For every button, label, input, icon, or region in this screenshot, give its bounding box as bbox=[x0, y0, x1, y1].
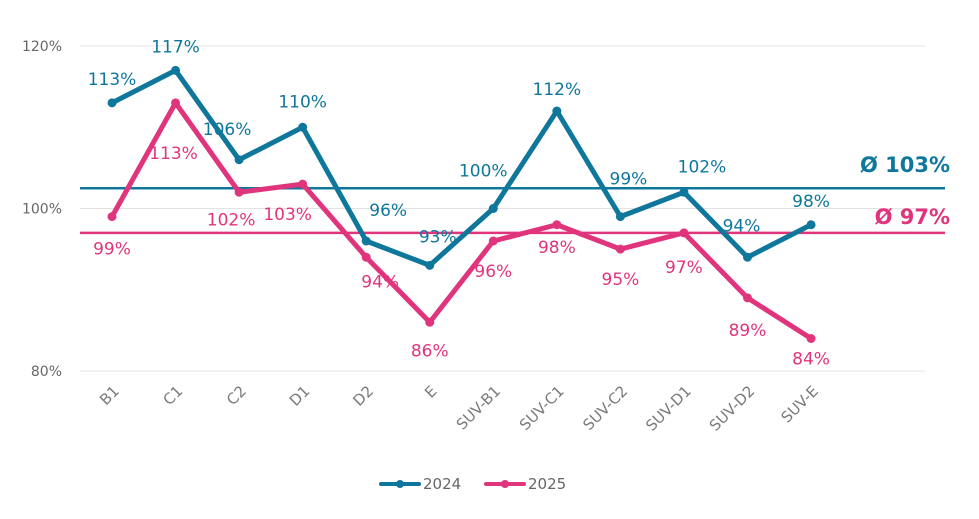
data-point bbox=[552, 106, 562, 116]
data-label: 110% bbox=[278, 92, 327, 112]
series-line bbox=[109, 100, 814, 341]
data-point bbox=[107, 212, 117, 222]
data-point bbox=[743, 252, 752, 262]
legend: 2024 2025 bbox=[379, 475, 566, 493]
x-tick-label: SUV-D1 bbox=[642, 382, 695, 435]
data-label: 84% bbox=[792, 350, 830, 370]
data-label: 98% bbox=[538, 238, 576, 258]
data-label: 94% bbox=[361, 272, 399, 292]
data-label: 96% bbox=[474, 262, 512, 282]
x-tick-label: B1 bbox=[96, 382, 123, 409]
data-point bbox=[361, 252, 371, 262]
data-point bbox=[234, 155, 244, 165]
data-point bbox=[298, 179, 308, 189]
data-point bbox=[806, 334, 816, 343]
data-label: 117% bbox=[151, 37, 200, 57]
data-label: 94% bbox=[723, 216, 761, 236]
x-tick-label: D1 bbox=[286, 382, 314, 410]
average-labels: Ø 103% Ø 97% bbox=[860, 153, 950, 229]
x-tick-label: C2 bbox=[223, 382, 250, 409]
y-tick-label: 80% bbox=[31, 364, 62, 380]
data-label: 99% bbox=[93, 240, 131, 260]
x-tick-label: SUV-B1 bbox=[453, 382, 504, 433]
data-label: 106% bbox=[203, 120, 252, 140]
data-point bbox=[425, 317, 435, 327]
data-label: 103% bbox=[263, 205, 312, 225]
data-point bbox=[488, 236, 498, 246]
data-labels: 113% 117% 106% 110% 96% 93% 100% 112% 99% 102% 94%… bbox=[88, 37, 830, 369]
data-point bbox=[679, 187, 689, 197]
data-point bbox=[679, 228, 689, 238]
data-label: 113% bbox=[88, 70, 137, 90]
x-tick-label: D2 bbox=[349, 382, 377, 410]
data-point bbox=[806, 220, 816, 230]
y-tick-label: 100% bbox=[22, 202, 62, 218]
legend-marker bbox=[501, 480, 509, 488]
data-point bbox=[171, 65, 181, 75]
y-tick-label: 120% bbox=[22, 39, 62, 55]
y-axis-ticks: 80% 100% 120% bbox=[22, 39, 62, 380]
legend-marker bbox=[396, 480, 404, 488]
data-label: 102% bbox=[678, 157, 727, 177]
data-label: 95% bbox=[602, 270, 640, 290]
data-point bbox=[425, 260, 435, 270]
data-point bbox=[234, 187, 244, 197]
data-point bbox=[615, 244, 625, 254]
data-point bbox=[615, 212, 625, 222]
data-label: 102% bbox=[207, 210, 256, 230]
average-label: Ø 103% bbox=[860, 153, 950, 177]
average-lines bbox=[80, 186, 945, 235]
data-point bbox=[743, 293, 752, 303]
data-label: 93% bbox=[419, 227, 457, 247]
data-label: 100% bbox=[459, 162, 508, 182]
data-label: 112% bbox=[533, 80, 582, 100]
x-tick-label: SUV-C2 bbox=[579, 382, 631, 434]
data-label: 97% bbox=[665, 258, 703, 278]
data-label: 96% bbox=[369, 201, 407, 221]
series-line bbox=[109, 67, 814, 268]
data-point bbox=[107, 98, 117, 108]
data-point bbox=[552, 220, 562, 230]
x-tick-label: SUV-C1 bbox=[516, 382, 568, 434]
legend-label: 2024 bbox=[423, 475, 461, 493]
series-lines bbox=[107, 65, 816, 343]
x-tick-label: E bbox=[421, 382, 440, 401]
data-label: 99% bbox=[610, 170, 648, 190]
x-tick-label: SUV-E bbox=[777, 382, 821, 426]
data-label: 89% bbox=[729, 321, 767, 341]
x-tick-label: C1 bbox=[159, 382, 186, 409]
data-point bbox=[298, 122, 308, 132]
x-axis-ticks: B1 C1 C2 D1 D2 E SUV-B1 SUV-C1 SUV-C2 SUV-D1 SUV-D… bbox=[96, 382, 822, 435]
data-point bbox=[488, 204, 498, 213]
data-point bbox=[361, 236, 371, 246]
data-point bbox=[171, 98, 181, 108]
legend-label: 2025 bbox=[528, 475, 566, 493]
data-label: 86% bbox=[411, 341, 449, 361]
x-tick-label: SUV-D2 bbox=[706, 382, 759, 435]
gridlines bbox=[80, 45, 925, 372]
average-label: Ø 97% bbox=[875, 205, 950, 229]
data-label: 98% bbox=[792, 192, 830, 212]
data-label: 113% bbox=[149, 144, 198, 164]
